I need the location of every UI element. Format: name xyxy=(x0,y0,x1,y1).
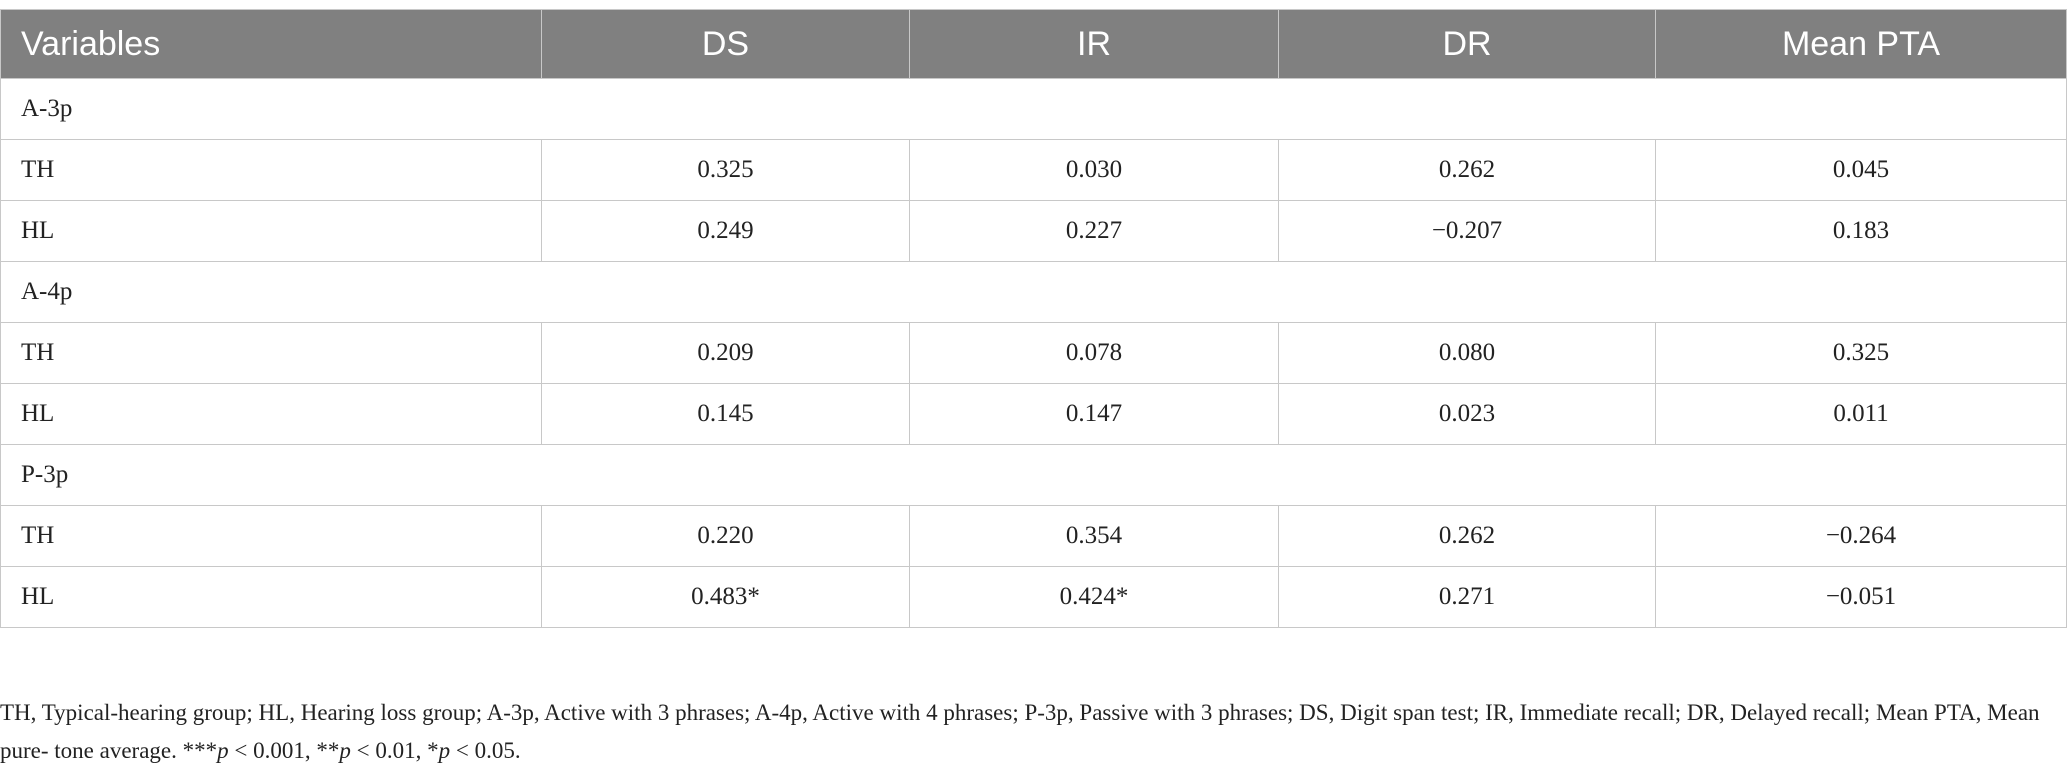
cell-mean-pta: −0.051 xyxy=(1655,566,2067,628)
cell-ir: 0.147 xyxy=(909,383,1279,445)
cell-ds: 0.249 xyxy=(541,200,910,262)
footnote-text: TH, Typical-hearing group; HL, Hearing l… xyxy=(0,700,2040,763)
footnote-threshold: < 0.01, * xyxy=(350,738,439,763)
group-label: A-4p xyxy=(0,261,2067,323)
header-ir: IR xyxy=(909,9,1279,79)
footnote-p-symbol: p xyxy=(217,738,229,763)
cell-ds: 0.483* xyxy=(541,566,910,628)
cell-ds: 0.209 xyxy=(541,322,910,384)
cell-ds: 0.220 xyxy=(541,505,910,567)
cell-ir: 0.354 xyxy=(909,505,1279,567)
group-row: A-3p xyxy=(0,78,2067,140)
cell-dr: 0.262 xyxy=(1278,505,1656,567)
group-row: A-4p xyxy=(0,261,2067,323)
group-label: P-3p xyxy=(0,444,2067,506)
table-row: TH 0.325 0.030 0.262 0.045 xyxy=(0,139,2067,201)
header-variables: Variables xyxy=(0,9,542,79)
footnote-p-symbol: p xyxy=(438,738,451,763)
cell-ir: 0.078 xyxy=(909,322,1279,384)
cell-ir: 0.030 xyxy=(909,139,1279,201)
correlation-table: Variables DS IR DR Mean PTA A-3p TH 0.32… xyxy=(0,9,2067,628)
cell-ds: 0.145 xyxy=(541,383,910,445)
cell-ds: 0.325 xyxy=(541,139,910,201)
cell-mean-pta: 0.011 xyxy=(1655,383,2067,445)
cell-mean-pta: 0.183 xyxy=(1655,200,2067,262)
cell-mean-pta: −0.264 xyxy=(1655,505,2067,567)
table-row: HL 0.249 0.227 −0.207 0.183 xyxy=(0,200,2067,262)
table-footnote: TH, Typical-hearing group; HL, Hearing l… xyxy=(0,694,2040,770)
table-row: TH 0.220 0.354 0.262 −0.264 xyxy=(0,505,2067,567)
table-row: HL 0.483* 0.424* 0.271 −0.051 xyxy=(0,566,2067,628)
table-row: TH 0.209 0.078 0.080 0.325 xyxy=(0,322,2067,384)
cell-dr: 0.271 xyxy=(1278,566,1656,628)
footnote-threshold: < 0.05. xyxy=(450,738,521,763)
header-row: Variables DS IR DR Mean PTA xyxy=(0,9,2067,79)
header-ds: DS xyxy=(541,9,910,79)
cell-dr: −0.207 xyxy=(1278,200,1656,262)
cell-dr: 0.262 xyxy=(1278,139,1656,201)
row-label: HL xyxy=(0,200,542,262)
cell-ir: 0.227 xyxy=(909,200,1279,262)
header-mean-pta: Mean PTA xyxy=(1655,9,2067,79)
group-row: P-3p xyxy=(0,444,2067,506)
cell-dr: 0.080 xyxy=(1278,322,1656,384)
correlation-table-container: Variables DS IR DR Mean PTA A-3p TH 0.32… xyxy=(0,9,2067,628)
row-label: TH xyxy=(0,139,542,201)
table-row: HL 0.145 0.147 0.023 0.011 xyxy=(0,383,2067,445)
row-label: TH xyxy=(0,505,542,567)
row-label: HL xyxy=(0,566,542,628)
cell-mean-pta: 0.325 xyxy=(1655,322,2067,384)
cell-ir: 0.424* xyxy=(909,566,1279,628)
row-label: HL xyxy=(0,383,542,445)
header-dr: DR xyxy=(1278,9,1656,79)
footnote-threshold: < 0.001, ** xyxy=(228,738,340,763)
cell-mean-pta: 0.045 xyxy=(1655,139,2067,201)
cell-dr: 0.023 xyxy=(1278,383,1656,445)
group-label: A-3p xyxy=(0,78,2067,140)
row-label: TH xyxy=(0,322,542,384)
footnote-p-symbol: p xyxy=(339,738,351,763)
